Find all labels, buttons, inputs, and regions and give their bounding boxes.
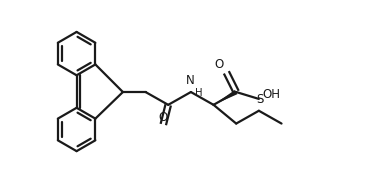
Text: S: S — [256, 93, 264, 106]
Polygon shape — [213, 90, 238, 105]
Text: O: O — [214, 58, 223, 71]
Text: O: O — [159, 111, 168, 124]
Text: OH: OH — [263, 89, 281, 102]
Text: H: H — [195, 88, 202, 98]
Text: N: N — [186, 74, 194, 87]
